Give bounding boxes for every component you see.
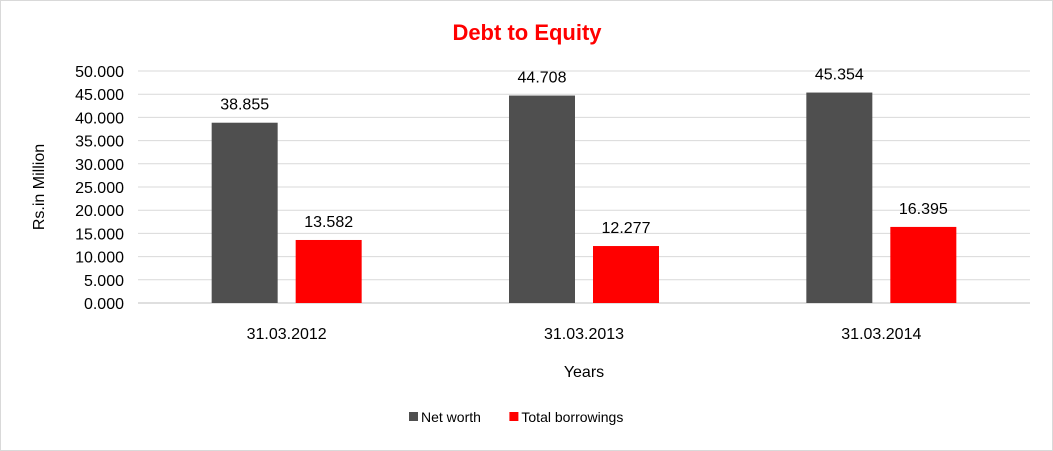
x-tick-label: 31.03.2012 <box>247 326 327 343</box>
gridlines <box>138 70 1030 304</box>
data-label: 16.395 <box>899 201 948 218</box>
y-tick-label: 10.000 <box>75 250 124 267</box>
legend: Net worth Total borrowings <box>409 409 623 425</box>
y-axis-label: Rs.in Million <box>31 144 48 230</box>
y-tick-label: 15.000 <box>75 226 124 243</box>
bar-total-borrowings <box>295 239 362 303</box>
data-label: 44.708 <box>518 70 567 87</box>
bar-net-worth <box>509 95 575 304</box>
y-tick-label: 50.000 <box>75 64 124 81</box>
data-label: 45.354 <box>815 67 864 84</box>
y-tick-label: 20.000 <box>75 203 124 220</box>
data-label: 12.277 <box>602 220 651 237</box>
data-label: 38.855 <box>220 97 269 114</box>
x-tick-label: 31.03.2014 <box>841 326 921 343</box>
y-tick-label: 40.000 <box>75 110 124 127</box>
legend-swatch <box>409 412 418 421</box>
x-tick-label: 31.03.2013 <box>544 326 624 343</box>
data-label: 13.582 <box>304 214 353 231</box>
bar-net-worth <box>211 122 278 303</box>
y-tick-label: 0.000 <box>84 296 124 313</box>
y-tick-label: 30.000 <box>75 157 124 174</box>
chart-title: Debt to Equity <box>452 20 602 45</box>
y-tick-label: 25.000 <box>75 180 124 197</box>
x-axis-ticks: 31.03.2012 31.03.2013 31.03.2014 <box>247 326 922 343</box>
y-tick-label: 45.000 <box>75 87 124 104</box>
bar-net-worth <box>806 92 873 304</box>
y-axis-ticks: 0.000 5.000 10.000 15.000 20.000 25.000 30.000… <box>75 64 124 313</box>
bar-total-borrowings <box>593 246 659 303</box>
legend-label: Total borrowings <box>521 409 623 425</box>
legend-label: Net worth <box>421 409 481 425</box>
x-axis-label: Years <box>564 364 604 381</box>
y-tick-label: 35.000 <box>75 134 124 151</box>
bar-total-borrowings <box>890 226 957 303</box>
bars: 38.855 13.582 44.708 12.277 45.354 16.395 <box>211 67 957 304</box>
legend-swatch <box>509 412 519 421</box>
y-tick-label: 5.000 <box>84 273 124 290</box>
